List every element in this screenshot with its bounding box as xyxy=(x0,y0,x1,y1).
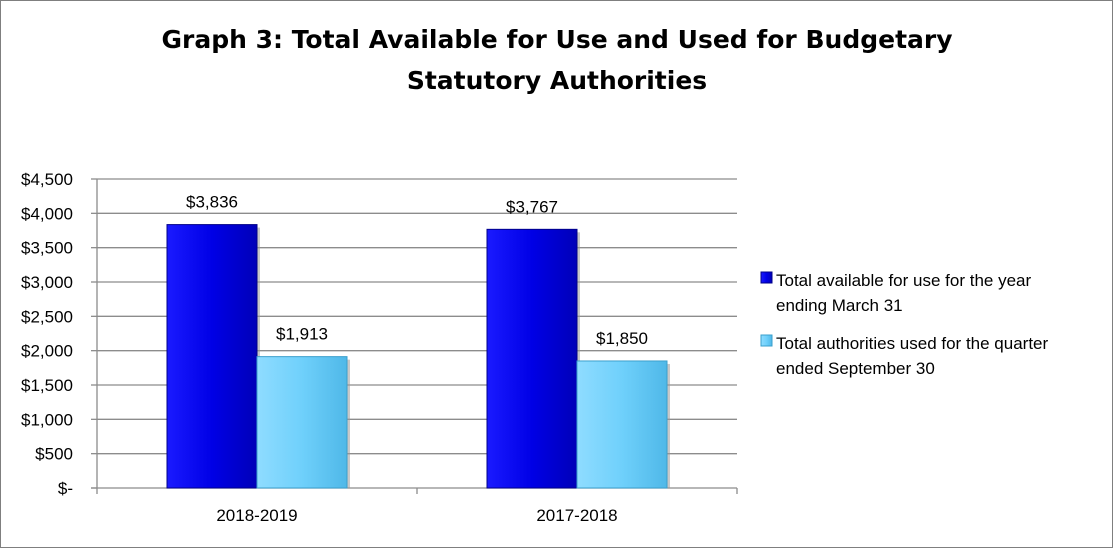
legend-swatch xyxy=(760,271,773,284)
legend-label: ending March 31 xyxy=(776,296,903,315)
chart-title-line: Graph 3: Total Available for Use and Use… xyxy=(161,25,952,54)
y-tick-label: $1,000 xyxy=(21,410,73,429)
y-tick-label: $1,500 xyxy=(21,376,73,395)
legend-label: Total available for use for the year xyxy=(776,271,1031,290)
y-tick-label: $- xyxy=(58,479,73,498)
y-tick-label: $3,500 xyxy=(21,239,73,258)
bar xyxy=(256,356,348,489)
legend-label: Total authorities used for the quarter xyxy=(776,334,1048,353)
bar xyxy=(486,228,578,489)
data-label: $3,767 xyxy=(506,197,558,216)
y-tick-label: $2,000 xyxy=(21,342,73,361)
bar xyxy=(576,360,668,489)
y-tick-label: $4,000 xyxy=(21,204,73,223)
data-label: $3,836 xyxy=(186,193,238,212)
legend-label: ended September 30 xyxy=(776,359,935,378)
y-tick-label: $500 xyxy=(35,445,73,464)
legend-swatch xyxy=(760,334,773,347)
data-label: $1,850 xyxy=(596,329,648,348)
y-tick-label: $4,500 xyxy=(21,170,73,189)
data-label: $1,913 xyxy=(276,325,328,344)
x-tick-label: 2018-2019 xyxy=(216,506,297,525)
bar xyxy=(166,224,258,489)
chart-title-line: Statutory Authorities xyxy=(407,66,707,95)
y-tick-label: $3,000 xyxy=(21,273,73,292)
x-tick-label: 2017-2018 xyxy=(536,506,617,525)
y-tick-label: $2,500 xyxy=(21,307,73,326)
